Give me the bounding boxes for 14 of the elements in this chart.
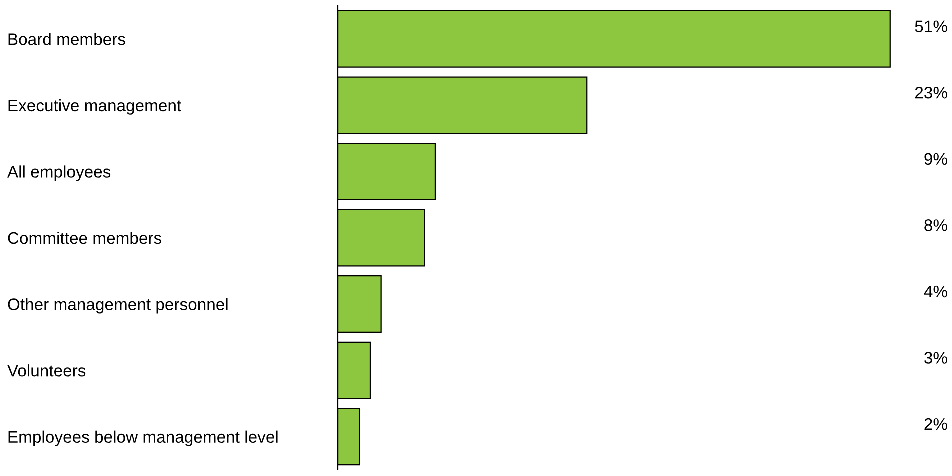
y-tick-label: Employees below management level [8,430,278,446]
data-label: 3% [924,352,948,364]
y-tick-label: Other management personnel [8,298,228,314]
y-tick-label: Volunteers [8,364,86,377]
data-label: 9% [924,153,948,166]
data-label: 23% [915,86,948,99]
y-tick-label: Board members [8,33,126,46]
data-label: 2% [924,418,948,430]
data-label: 8% [924,220,948,232]
data-label: 51% [915,20,948,33]
y-tick-label: All employees [7,166,111,182]
y-tick-label: Executive management [8,99,182,115]
data-label: 4% [924,286,948,298]
y-tick-label: Committee members [8,232,162,244]
